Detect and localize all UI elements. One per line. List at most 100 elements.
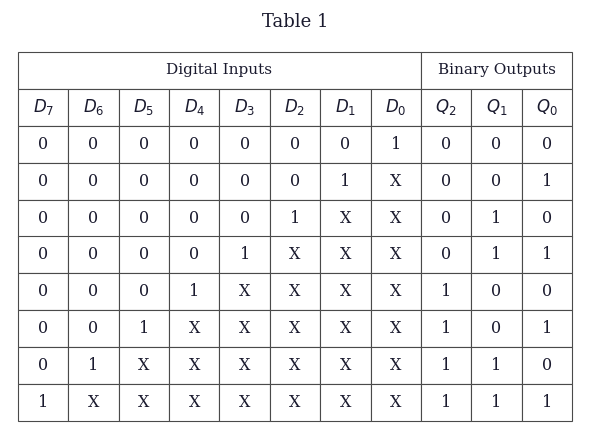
Bar bbox=[471, 310, 522, 347]
Bar bbox=[219, 200, 270, 236]
Text: 1: 1 bbox=[340, 173, 350, 190]
Bar bbox=[18, 273, 68, 310]
Text: 0: 0 bbox=[139, 246, 149, 263]
Bar bbox=[119, 126, 169, 163]
Bar bbox=[371, 126, 421, 163]
Text: 0: 0 bbox=[38, 173, 48, 190]
Text: 1: 1 bbox=[491, 210, 502, 226]
Text: 0: 0 bbox=[491, 320, 502, 337]
Text: 0: 0 bbox=[189, 173, 199, 190]
Text: X: X bbox=[239, 283, 250, 301]
Text: 0: 0 bbox=[38, 320, 48, 337]
Bar bbox=[320, 89, 371, 126]
Bar bbox=[18, 310, 68, 347]
Text: $D_5$: $D_5$ bbox=[133, 97, 155, 117]
Text: 0: 0 bbox=[290, 136, 300, 153]
Text: $Q_1$: $Q_1$ bbox=[486, 97, 507, 117]
Bar bbox=[68, 236, 119, 273]
Bar bbox=[169, 310, 219, 347]
Bar bbox=[371, 384, 421, 421]
Text: 0: 0 bbox=[88, 246, 99, 263]
Text: 0: 0 bbox=[139, 283, 149, 301]
Text: 0: 0 bbox=[491, 283, 502, 301]
Bar bbox=[219, 310, 270, 347]
Bar bbox=[522, 310, 572, 347]
Text: X: X bbox=[239, 320, 250, 337]
Text: X: X bbox=[340, 283, 351, 301]
Text: 0: 0 bbox=[240, 136, 250, 153]
Bar bbox=[219, 347, 270, 384]
Text: 1: 1 bbox=[542, 320, 552, 337]
Bar bbox=[270, 236, 320, 273]
Bar bbox=[320, 273, 371, 310]
Text: X: X bbox=[289, 357, 301, 374]
Bar bbox=[320, 384, 371, 421]
Text: 0: 0 bbox=[240, 210, 250, 226]
Text: 1: 1 bbox=[391, 136, 401, 153]
Bar bbox=[522, 236, 572, 273]
Bar bbox=[371, 163, 421, 200]
Bar bbox=[270, 347, 320, 384]
Bar bbox=[219, 384, 270, 421]
Bar bbox=[270, 273, 320, 310]
Text: Digital Inputs: Digital Inputs bbox=[166, 64, 273, 78]
Text: $D_3$: $D_3$ bbox=[234, 97, 255, 117]
Bar bbox=[169, 273, 219, 310]
Bar bbox=[522, 384, 572, 421]
Text: 0: 0 bbox=[139, 136, 149, 153]
Bar bbox=[522, 89, 572, 126]
Bar bbox=[471, 273, 522, 310]
Text: 0: 0 bbox=[139, 210, 149, 226]
Bar bbox=[421, 347, 471, 384]
Bar bbox=[219, 163, 270, 200]
Bar bbox=[119, 236, 169, 273]
Bar bbox=[320, 126, 371, 163]
Text: X: X bbox=[189, 357, 200, 374]
Bar bbox=[169, 126, 219, 163]
Bar bbox=[219, 273, 270, 310]
Text: X: X bbox=[390, 320, 401, 337]
Text: 1: 1 bbox=[38, 394, 48, 411]
Text: 1: 1 bbox=[441, 320, 451, 337]
Bar bbox=[119, 347, 169, 384]
Bar bbox=[219, 89, 270, 126]
Bar bbox=[522, 273, 572, 310]
Text: $D_0$: $D_0$ bbox=[385, 97, 407, 117]
Bar bbox=[522, 163, 572, 200]
Text: 0: 0 bbox=[491, 173, 502, 190]
Text: 1: 1 bbox=[189, 283, 199, 301]
Text: 1: 1 bbox=[88, 357, 99, 374]
Text: $D_4$: $D_4$ bbox=[183, 97, 205, 117]
Bar bbox=[421, 126, 471, 163]
Bar bbox=[471, 126, 522, 163]
Bar bbox=[270, 89, 320, 126]
Bar bbox=[471, 347, 522, 384]
Text: Table 1: Table 1 bbox=[262, 13, 328, 31]
Text: 1: 1 bbox=[139, 320, 149, 337]
Text: $D_1$: $D_1$ bbox=[335, 97, 356, 117]
Bar bbox=[522, 347, 572, 384]
Text: X: X bbox=[138, 394, 150, 411]
Bar bbox=[169, 347, 219, 384]
Bar bbox=[68, 347, 119, 384]
Text: X: X bbox=[340, 246, 351, 263]
Text: X: X bbox=[340, 210, 351, 226]
Text: 0: 0 bbox=[441, 210, 451, 226]
Text: X: X bbox=[390, 210, 401, 226]
Bar bbox=[320, 310, 371, 347]
Bar bbox=[471, 384, 522, 421]
Text: 0: 0 bbox=[38, 246, 48, 263]
Text: 0: 0 bbox=[88, 320, 99, 337]
Bar bbox=[119, 384, 169, 421]
Text: X: X bbox=[289, 246, 301, 263]
Text: 0: 0 bbox=[189, 210, 199, 226]
Bar bbox=[119, 273, 169, 310]
Bar bbox=[119, 310, 169, 347]
Bar bbox=[68, 126, 119, 163]
Text: X: X bbox=[340, 320, 351, 337]
Text: $Q_2$: $Q_2$ bbox=[435, 97, 457, 117]
Bar bbox=[371, 200, 421, 236]
Bar bbox=[421, 273, 471, 310]
Text: X: X bbox=[340, 394, 351, 411]
Text: X: X bbox=[289, 394, 301, 411]
